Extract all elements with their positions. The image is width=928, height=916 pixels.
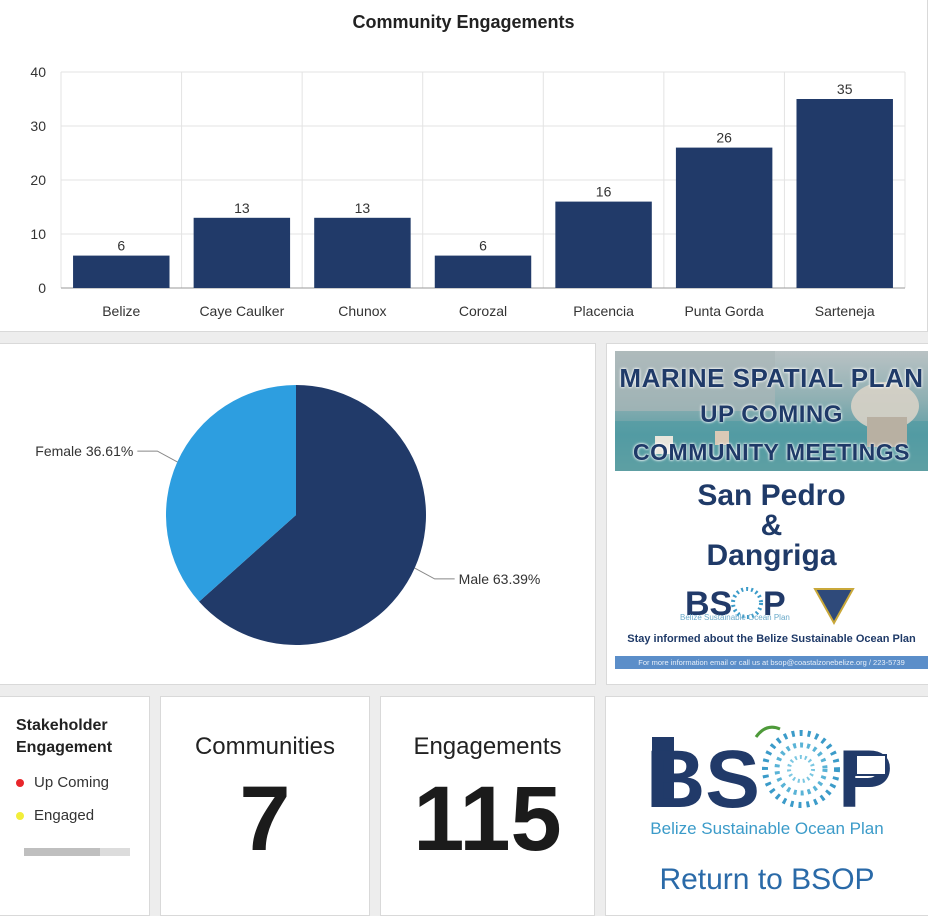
y-tick-label: 30 (30, 118, 46, 134)
poster-subheadline-2: COMMUNITY MEETINGS (633, 439, 910, 465)
poster-headline: MARINE SPATIAL PLAN (619, 363, 924, 393)
svg-text:BS: BS (685, 585, 732, 623)
pie-chart-panel: Male 63.39% Female 36.61% (0, 343, 596, 685)
return-to-bsop-link[interactable]: Return to BSOP (659, 863, 875, 896)
x-tick-label: Caye Caulker (199, 303, 284, 319)
y-tick-label: 20 (30, 172, 46, 188)
indicator-value: 7 (239, 768, 291, 870)
bar (796, 99, 893, 288)
poster-logos: BS P (685, 585, 855, 626)
indicator-value: 115 (413, 768, 562, 870)
poster-ampersand: & (760, 509, 783, 542)
pie-slice (199, 385, 426, 645)
poster-photo-banner: MARINE SPATIAL PLAN UP COMING COMMUNITY … (615, 351, 928, 471)
bar (555, 201, 652, 288)
indicator-title: Communities (194, 733, 336, 760)
bar-chart-panel: Community Engagements 0 10 20 30 40 6 Belize 13… (0, 0, 928, 332)
legend-item-engaged[interactable]: Engaged (16, 807, 95, 824)
pie-leader-line (137, 450, 178, 463)
data-label: 16 (596, 184, 612, 200)
data-label: 6 (117, 238, 125, 254)
x-tick-label: Placencia (573, 303, 634, 319)
legend-item-label: Up Coming (34, 774, 110, 791)
red-dot-icon (16, 779, 24, 787)
bar (675, 147, 773, 288)
legend-title: Stakeholder Engagement (16, 717, 113, 756)
bar (434, 255, 532, 288)
swirl-icon (762, 730, 840, 808)
poster-footer: For more information email or call us at… (615, 656, 928, 669)
legend-scrollbar-thumb[interactable] (24, 848, 100, 856)
x-tick-label: Belize (102, 303, 140, 319)
communities-indicator: Communities 7 (160, 696, 370, 916)
data-label: 35 (837, 81, 853, 97)
legend-item-label: Engaged (34, 807, 95, 824)
poster-city-2: Dangriga (706, 539, 837, 572)
indicator-title: Engagements (413, 733, 562, 760)
x-tick-label: Punta Gorda (684, 303, 764, 319)
meeting-poster: MARINE SPATIAL PLAN UP COMING COMMUNITY … (615, 351, 928, 669)
pie-chart: Male 63.39% Female 36.61% (35, 385, 541, 645)
poster-logo-caption: Belize Sustainable Ocean Plan (680, 613, 790, 622)
x-tick-label: Sarteneja (815, 303, 875, 319)
data-label: 26 (716, 130, 732, 146)
poster-city-1: San Pedro (697, 479, 846, 512)
bar (314, 217, 411, 288)
bsop-logo-panel: BS P Belize Sustainable Ocean Plan Retur… (605, 696, 928, 916)
pie-slice (166, 385, 296, 602)
y-tick-label: 0 (38, 280, 46, 296)
data-label: 13 (234, 200, 250, 216)
poster-subtitle: Stay informed about the Belize Sustainab… (627, 633, 916, 645)
pie-leader-line (414, 567, 455, 580)
svg-text:P: P (763, 585, 786, 623)
pie-label: Male 63.39% (459, 571, 541, 587)
legend-panel: Stakeholder Engagement Up Coming Engaged (0, 696, 150, 916)
bsop-logo-caption: Belize Sustainable Ocean Plan (650, 819, 884, 838)
y-tick-label: 40 (30, 64, 46, 80)
x-tick-label: Chunox (338, 303, 386, 319)
pie-label: Female 36.61% (35, 443, 133, 459)
svg-text:BS: BS (646, 734, 760, 817)
bar-chart: 0 10 20 30 40 6 Belize 13 Caye Caulker 13 Chunox 6 C… (30, 64, 906, 319)
y-tick-label: 10 (30, 226, 46, 242)
engagements-indicator: Engagements 115 (380, 696, 595, 916)
data-label: 6 (479, 238, 487, 254)
bsop-logo: BS P (646, 725, 893, 817)
legend-scrollbar[interactable] (24, 848, 130, 856)
poster-subheadline: UP COMING (700, 401, 843, 428)
poster-panel: MARINE SPATIAL PLAN UP COMING COMMUNITY … (606, 343, 928, 685)
chart-title: Community Engagements (352, 12, 575, 32)
yellow-dot-icon (16, 812, 24, 820)
bar (193, 217, 291, 288)
data-label: 13 (355, 200, 371, 216)
bar (73, 255, 170, 288)
x-tick-label: Corozal (459, 303, 507, 319)
legend-item-upcoming[interactable]: Up Coming (16, 774, 110, 791)
